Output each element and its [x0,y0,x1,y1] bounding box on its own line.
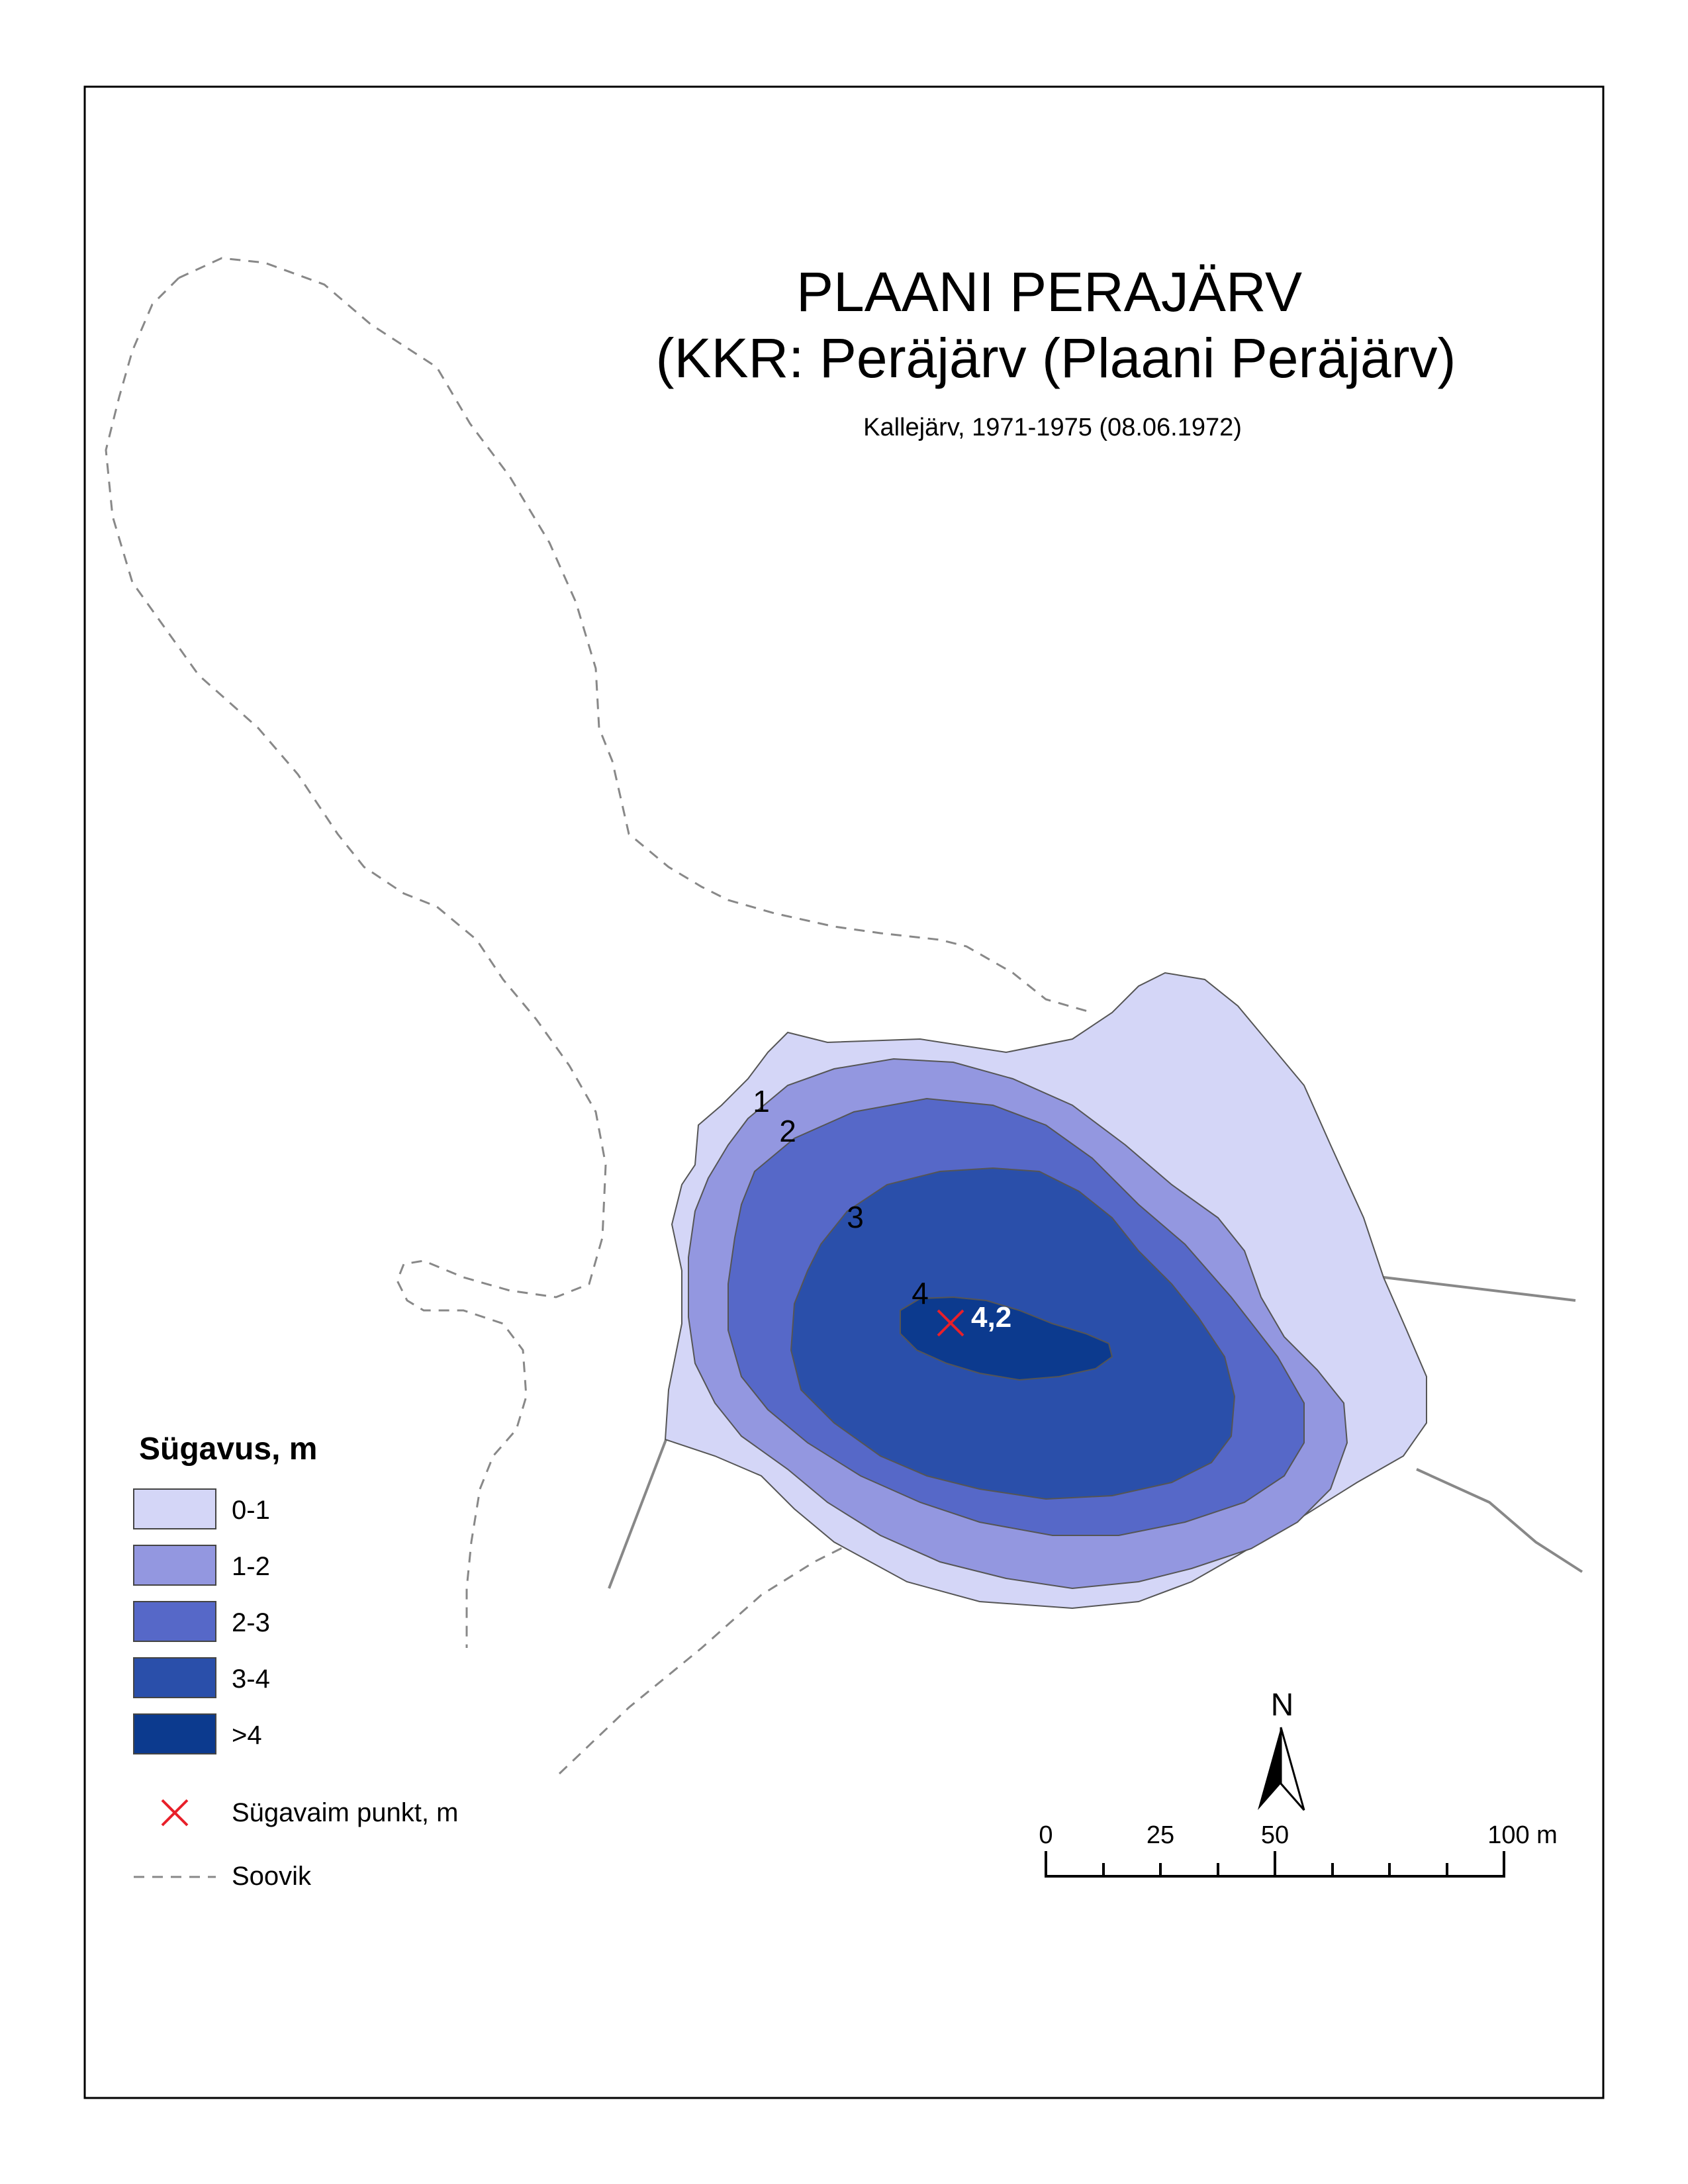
map-source: Kallejärv, 1971-1975 (08.06.1972) [863,414,1242,441]
legend-swatch-3-4 [133,1657,216,1698]
scale-tick-25: 25 [1147,1821,1174,1849]
north-arrow-label: N [1271,1688,1294,1723]
legend-swatch-0-1 [133,1488,216,1529]
legend-swatch-2-3 [133,1601,216,1642]
legend-label-0-1: 0-1 [232,1496,270,1525]
bog-boundary-west [105,277,607,1648]
scale-bar [1045,1851,1505,1878]
contour-label-2: 2 [779,1114,796,1148]
legend-label-2-3: 2-3 [232,1608,270,1637]
contour-label-1: 1 [753,1084,770,1118]
scale-tick-0: 0 [1039,1821,1053,1849]
inflow-stream-east [1383,1276,1576,1302]
deepest-point-marker [937,1309,964,1337]
contour-label-3: 3 [847,1200,864,1234]
deepest-point-value: 4,2 [971,1301,1011,1334]
depth-zone-gt-4 [900,1296,1113,1381]
contour-label-4: 4 [912,1276,929,1310]
bog-boundary [178,257,1093,1014]
legend-swatch-1-2 [133,1545,216,1586]
legend-deepest-point-icon [161,1799,189,1827]
legend-label-1-2: 1-2 [232,1552,270,1581]
map-subtitle: (KKR: Peräjärv (Plaani Peräjärv) [655,327,1456,389]
outflow-stream-southeast [1416,1468,1583,1573]
north-arrow-icon [1258,1727,1305,1811]
scale-tick-100: 100 m [1487,1821,1558,1849]
legend-label-3-4: 3-4 [232,1664,270,1694]
legend-title: Sügavus, m [139,1432,317,1467]
legend-deepest-point-label: Sügavaim punkt, m [232,1798,458,1827]
map-title: PLAANI PERAJÄRV [796,261,1302,323]
legend-swatch-gt-4 [133,1713,216,1754]
scale-tick-50: 50 [1261,1821,1289,1849]
legend-label-gt-4: >4 [232,1721,262,1750]
bog-boundary-south [558,1541,855,1775]
outflow-stream-southwest [608,1432,670,1589]
legend-bog-label: Soovik [232,1862,312,1891]
